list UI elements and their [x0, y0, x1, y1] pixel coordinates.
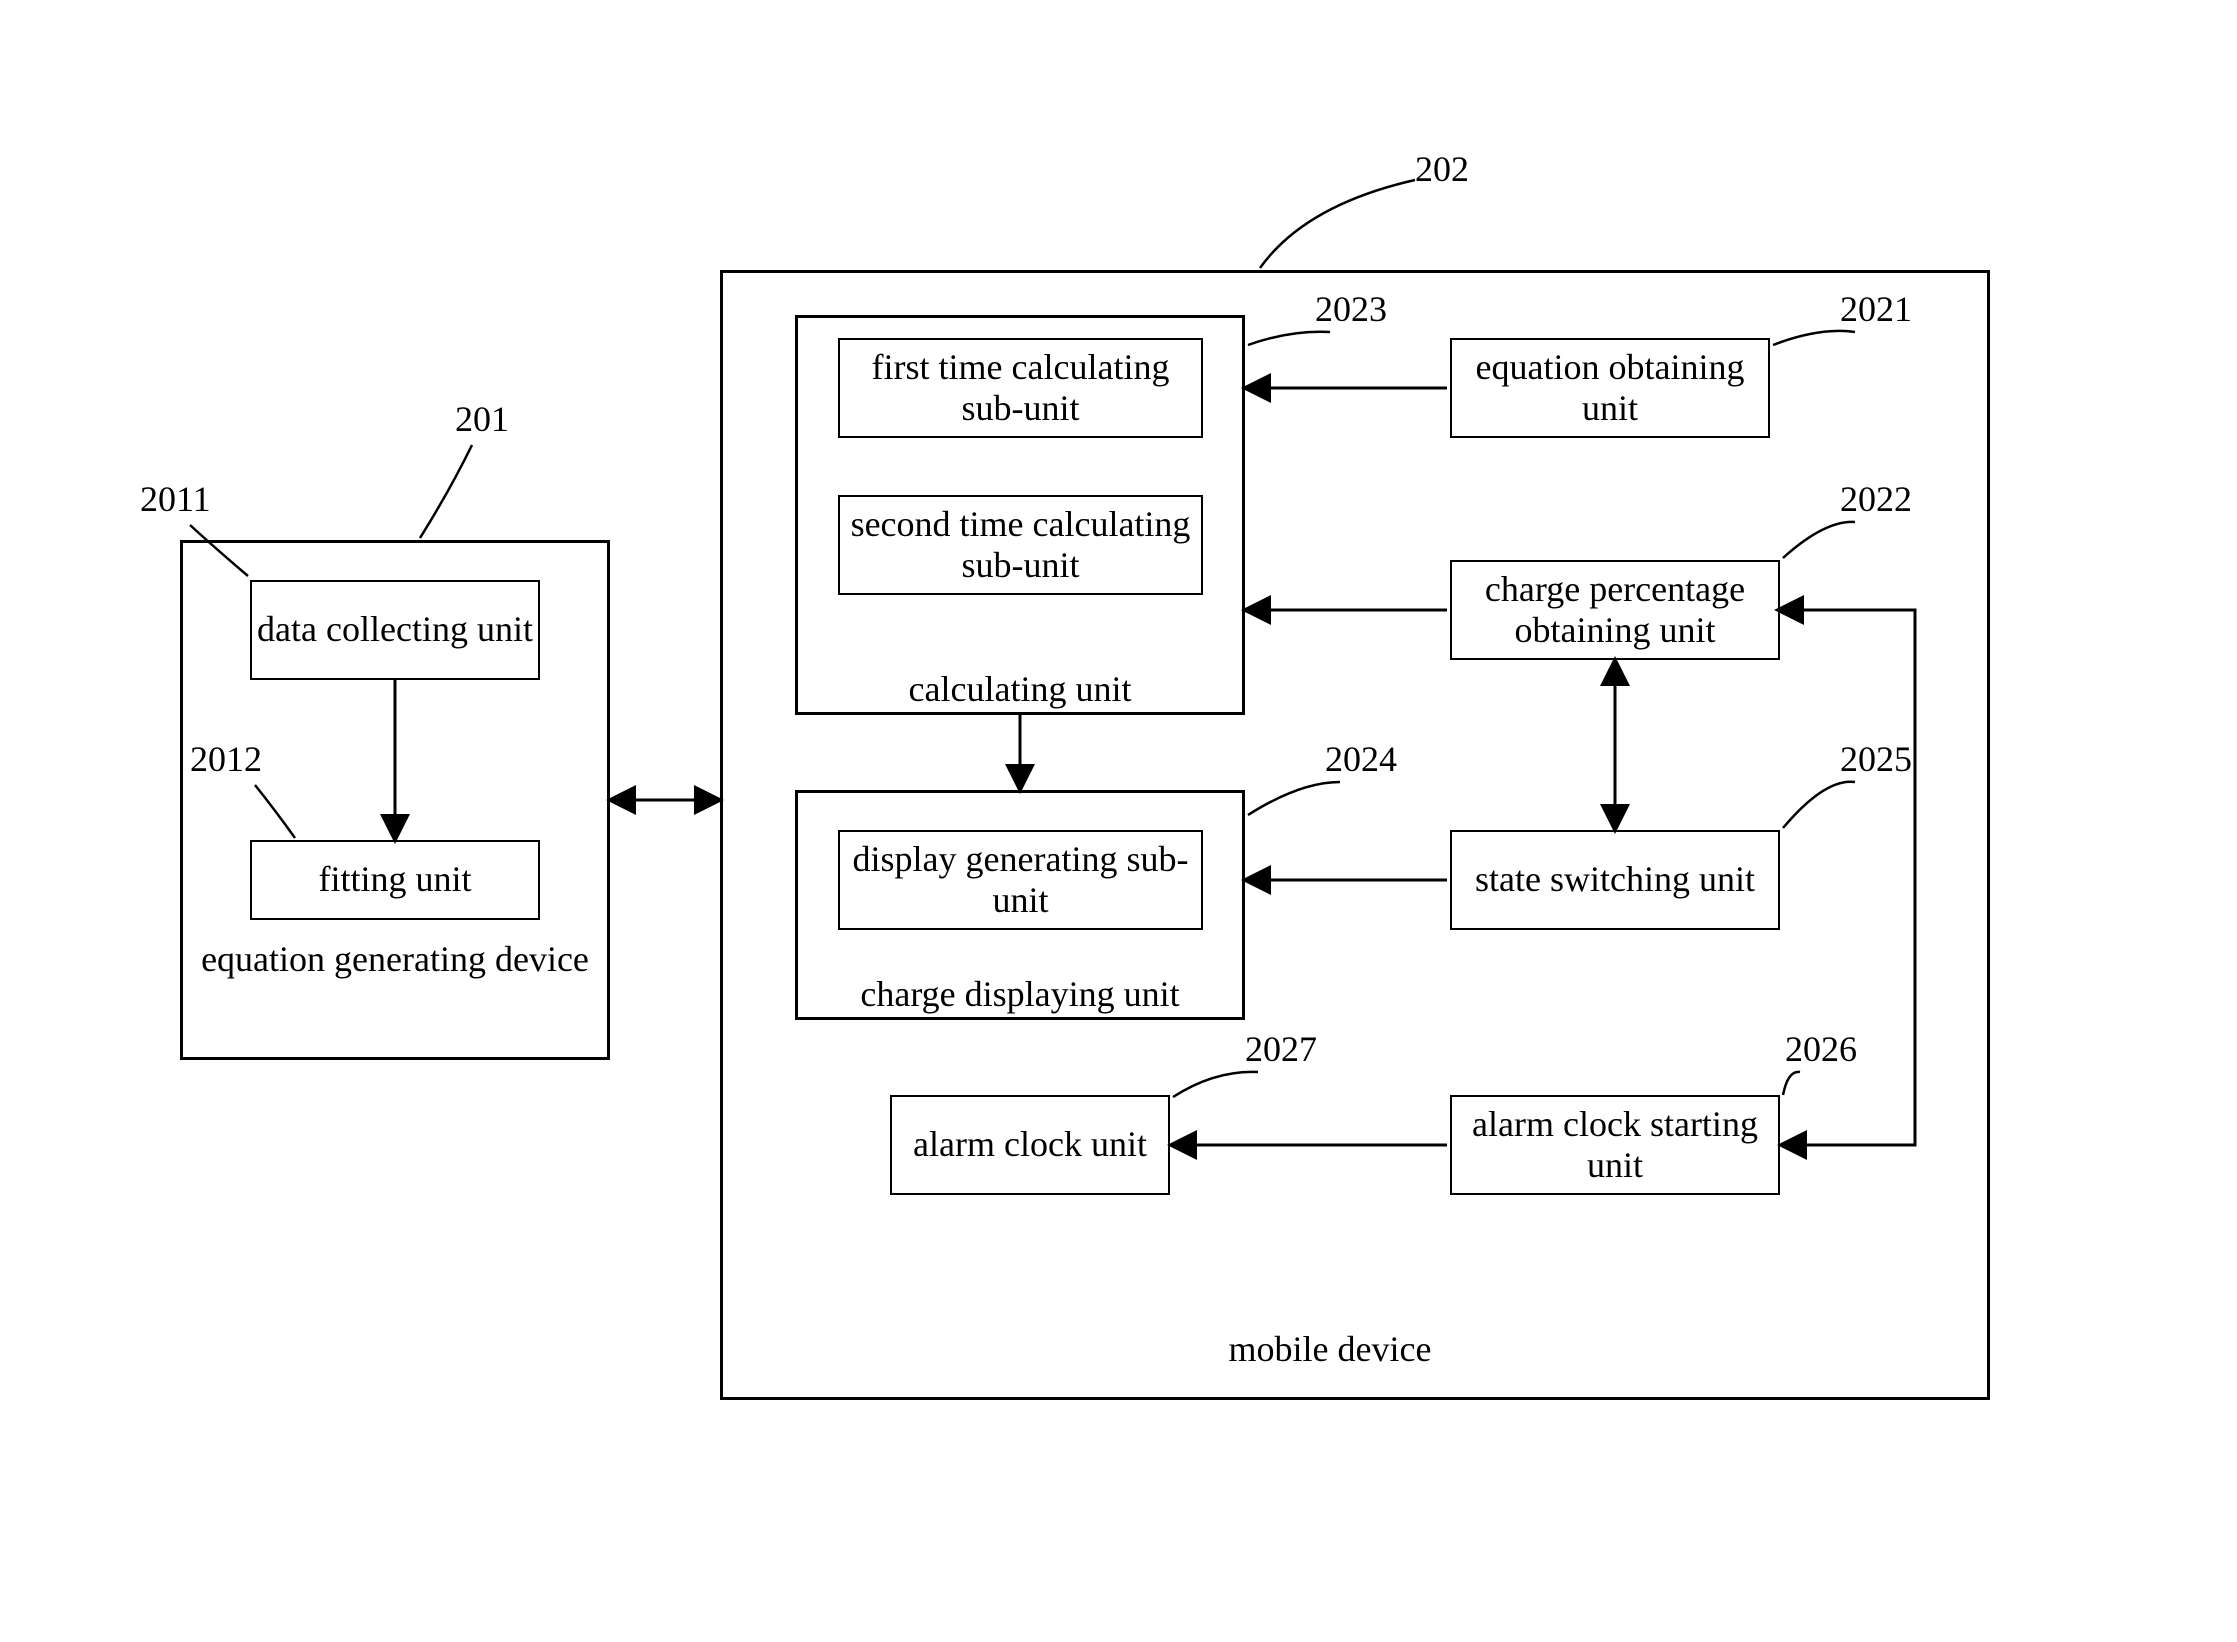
state-switching-unit: state switching unit: [1450, 830, 1780, 930]
second-time-calculating-subunit: second time calculating sub-unit: [838, 495, 1203, 595]
fitting-unit: fitting unit: [250, 840, 540, 920]
charge-displaying-unit-title: charge displaying unit: [795, 975, 1245, 1015]
ref-202: 202: [1415, 150, 1469, 190]
display-generating-subunit: display generating sub-unit: [838, 830, 1203, 930]
diagram-canvas: data collecting unit fitting unit equati…: [0, 0, 2237, 1642]
ref-2011: 2011: [140, 480, 211, 520]
equation-device-title: equation generating device: [180, 940, 610, 980]
charge-percentage-obtaining-unit: charge percentage obtaining unit: [1450, 560, 1780, 660]
ref-2027: 2027: [1245, 1030, 1317, 1070]
ref-2023: 2023: [1315, 290, 1387, 330]
alarm-clock-starting-unit: alarm clock starting unit: [1450, 1095, 1780, 1195]
equation-obtaining-unit: equation obtaining unit: [1450, 338, 1770, 438]
ref-2022: 2022: [1840, 480, 1912, 520]
mobile-device-title: mobile device: [1180, 1330, 1480, 1370]
ref-2024: 2024: [1325, 740, 1397, 780]
ref-2025: 2025: [1840, 740, 1912, 780]
ref-2021: 2021: [1840, 290, 1912, 330]
calculating-unit-title: calculating unit: [795, 670, 1245, 710]
data-collecting-unit: data collecting unit: [250, 580, 540, 680]
first-time-calculating-subunit: first time calculating sub-unit: [838, 338, 1203, 438]
alarm-clock-unit: alarm clock unit: [890, 1095, 1170, 1195]
ref-2026: 2026: [1785, 1030, 1857, 1070]
ref-2012: 2012: [190, 740, 262, 780]
ref-201: 201: [455, 400, 509, 440]
